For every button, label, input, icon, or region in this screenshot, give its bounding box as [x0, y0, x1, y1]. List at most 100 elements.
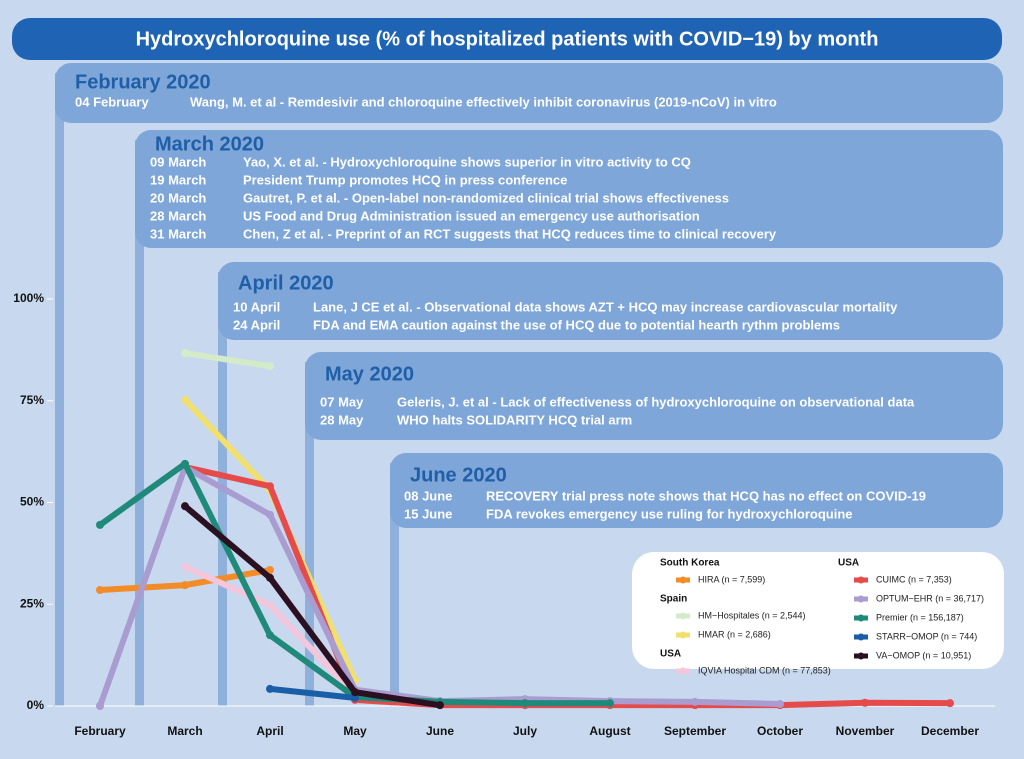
point	[266, 601, 274, 610]
point	[946, 699, 954, 708]
point	[181, 562, 189, 571]
point	[521, 699, 529, 708]
point	[266, 566, 274, 575]
point	[351, 693, 359, 702]
x-tick-label: April	[256, 724, 283, 738]
x-tick-label: February	[74, 724, 126, 738]
point	[266, 482, 274, 491]
point	[96, 702, 104, 710]
chart-title: Hydroxychloroquine use (% of hospitalize…	[136, 28, 879, 50]
x-tick-label: November	[836, 724, 895, 738]
panel-title: March 2020	[155, 133, 264, 155]
plot-area: 0% 25% 50% 75% 100% February March April May June…	[13, 291, 995, 738]
event-text: Chen, Z et al. - Preprint of an RCT sugg…	[243, 226, 777, 241]
legend-dot	[857, 652, 865, 660]
panel-title: February 2020	[75, 71, 211, 93]
series-line	[267, 685, 358, 701]
event-date: 28 March	[150, 208, 206, 223]
point	[181, 502, 189, 511]
timeline-panel	[390, 453, 1003, 528]
legend-group: USA	[660, 649, 681, 660]
point	[436, 701, 444, 710]
event-date: 20 March	[150, 190, 206, 205]
point	[266, 362, 274, 371]
event-text: Wang, M. et al - Remdesivir and chloroqu…	[190, 94, 777, 109]
legend-dot	[857, 576, 865, 584]
event-date: 28 May	[320, 412, 364, 427]
y-tick-label: 25%	[20, 596, 44, 610]
legend-dot	[679, 667, 687, 675]
point	[181, 349, 189, 358]
legend-dot	[857, 595, 865, 603]
legend-label: HM−Hospitales (n = 2,544)	[698, 610, 806, 620]
timeline-strip	[135, 140, 144, 706]
x-tick-label: May	[343, 724, 367, 738]
point	[181, 581, 189, 590]
panel-title: April 2020	[238, 272, 334, 294]
event-text: Yao, X. et al. - Hydroxychloroquine show…	[243, 154, 691, 169]
point	[181, 459, 189, 468]
legend-label: VA−OMOP (n = 10,951)	[876, 650, 971, 660]
point	[691, 697, 699, 706]
legend-label: HIRA (n = 7,599)	[698, 574, 765, 584]
event-text: Lane, J CE et al. - Observational data s…	[313, 299, 898, 314]
legend: South Korea HIRA (n = 7,599) Spain HM−Hospi…	[660, 558, 984, 676]
point	[96, 520, 104, 529]
point	[351, 688, 359, 697]
point	[266, 510, 274, 519]
x-tick-label: September	[664, 724, 726, 738]
event-date: 15 June	[404, 506, 452, 521]
point	[861, 698, 869, 707]
series-line	[182, 350, 273, 370]
event-text: President Trump promotes HCQ in press co…	[243, 172, 567, 187]
panel-title: May 2020	[325, 363, 414, 385]
timeline-panel	[305, 352, 1003, 440]
event-text: Geleris, J. et al - Lack of effectivenes…	[397, 394, 915, 409]
event-text: FDA and EMA caution against the use of H…	[313, 317, 840, 332]
event-text: FDA revokes emergency use ruling for hyd…	[486, 506, 853, 521]
point	[96, 586, 104, 595]
event-text: WHO halts SOLIDARITY HCQ trial arm	[397, 412, 632, 427]
y-tick-label: 75%	[20, 393, 44, 407]
event-date: 09 March	[150, 154, 206, 169]
y-tick-label: 50%	[20, 495, 44, 509]
x-tick-label: December	[921, 724, 979, 738]
legend-dot	[679, 576, 687, 584]
legend-label: CUIMC (n = 7,353)	[876, 574, 952, 584]
legend-dot	[679, 612, 687, 620]
panel-title: June 2020	[410, 464, 507, 486]
event-date: 24 April	[233, 317, 280, 332]
y-tick-label: 0%	[27, 698, 45, 712]
x-tick-label: June	[426, 724, 454, 738]
legend-label: HMAR (n = 2,686)	[698, 629, 771, 639]
timeline-panel	[218, 262, 1003, 340]
series-line	[182, 503, 443, 709]
event-date: 19 March	[150, 172, 206, 187]
x-tick-label: July	[513, 724, 537, 738]
legend-group: USA	[838, 558, 859, 569]
event-date: 07 May	[320, 394, 364, 409]
timeline-panel	[135, 130, 1003, 248]
timeline-strip	[390, 463, 399, 706]
legend-label: IQVIA Hospital CDM (n = 77,853)	[698, 665, 831, 675]
event-date: 10 April	[233, 299, 280, 314]
x-tick-label: August	[589, 724, 630, 738]
legend-dot	[679, 631, 687, 639]
timeline-strip	[305, 362, 314, 706]
event-date: 08 June	[404, 488, 452, 503]
point	[776, 699, 784, 708]
legend-label: STARR−OMOP (n = 744)	[876, 631, 977, 641]
y-tick-label: 100%	[13, 291, 44, 305]
legend-group: Spain	[660, 594, 687, 605]
event-date: 31 March	[150, 226, 206, 241]
event-text: US Food and Drug Administration issued a…	[243, 208, 700, 223]
event-text: Gautret, P. et al. - Open-label non-rand…	[243, 190, 729, 205]
event-date: 04 February	[75, 94, 149, 109]
point	[181, 395, 189, 404]
legend-label: OPTUM−EHR (n = 36,717)	[876, 593, 984, 603]
point	[266, 631, 274, 640]
title-bar	[12, 18, 1002, 60]
timeline-panel	[55, 63, 1003, 123]
